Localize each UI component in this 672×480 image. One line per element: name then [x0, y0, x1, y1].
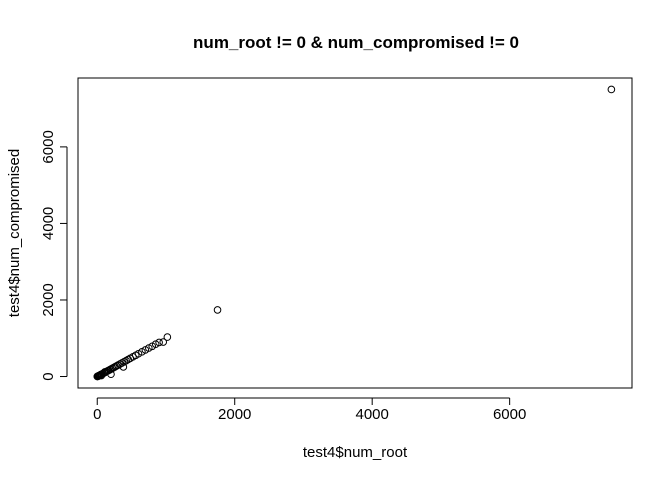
x-axis-label: test4$num_root: [303, 444, 408, 461]
data-points: [93, 85, 616, 381]
x-tick-label: 4000: [355, 406, 388, 423]
x-tick-label: 2000: [218, 406, 251, 423]
data-point: [213, 306, 222, 314]
x-tick-label: 0: [93, 406, 101, 423]
y-axis: 0 2000 4000 6000: [40, 130, 68, 381]
data-point: [607, 85, 616, 94]
data-point: [163, 333, 172, 341]
data-point: [119, 363, 128, 371]
y-tick-label: 4000: [40, 207, 57, 240]
x-tick-label: 6000: [493, 406, 526, 423]
y-tick-label: 6000: [40, 130, 57, 163]
data-point: [159, 338, 168, 346]
y-tick-label: 0: [40, 372, 57, 380]
chart-title: num_root != 0 & num_compromised != 0: [193, 33, 519, 52]
y-axis-label: test4$num_compromised: [6, 149, 23, 317]
data-point: [97, 371, 106, 380]
x-axis: 0 2000 4000 6000: [93, 397, 526, 423]
plot-frame: [77, 77, 633, 389]
y-tick-label: 2000: [40, 283, 57, 316]
data-point: [155, 338, 163, 347]
